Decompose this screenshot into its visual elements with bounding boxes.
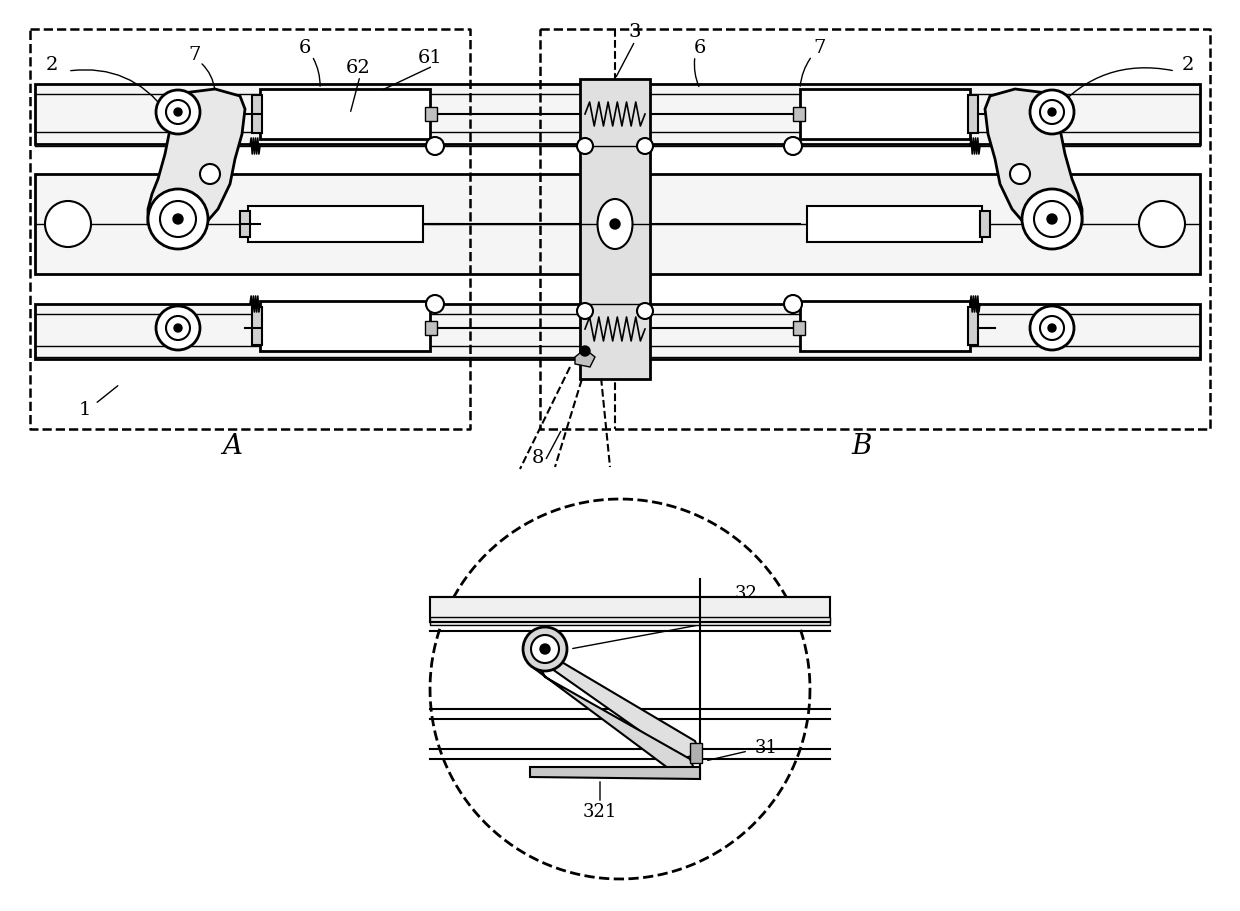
Bar xyxy=(35,304,1200,360)
Circle shape xyxy=(531,635,559,663)
Bar xyxy=(800,90,970,140)
Circle shape xyxy=(1040,317,1064,341)
Text: 322: 322 xyxy=(693,598,727,615)
Circle shape xyxy=(1048,109,1056,117)
Circle shape xyxy=(1034,201,1070,238)
Circle shape xyxy=(166,317,190,341)
Circle shape xyxy=(200,165,219,185)
Circle shape xyxy=(523,628,567,671)
Bar xyxy=(968,308,978,345)
Circle shape xyxy=(577,138,593,155)
Text: 7: 7 xyxy=(813,39,826,57)
Text: A: A xyxy=(222,433,242,460)
Bar xyxy=(260,90,430,140)
Bar xyxy=(580,80,650,380)
Polygon shape xyxy=(575,350,595,368)
Bar xyxy=(260,302,430,352)
Polygon shape xyxy=(529,644,701,759)
Text: 62: 62 xyxy=(346,59,371,77)
Polygon shape xyxy=(534,661,694,777)
Circle shape xyxy=(174,109,182,117)
Circle shape xyxy=(427,138,444,156)
Bar xyxy=(252,308,262,345)
Bar xyxy=(252,96,262,134)
Bar xyxy=(241,211,250,238)
Polygon shape xyxy=(985,90,1083,225)
Text: 8: 8 xyxy=(532,448,544,466)
Bar xyxy=(800,302,970,352)
Circle shape xyxy=(1048,324,1056,333)
Circle shape xyxy=(637,303,653,320)
Circle shape xyxy=(1030,307,1074,351)
Polygon shape xyxy=(148,90,246,225)
Text: 321: 321 xyxy=(583,802,618,820)
Bar xyxy=(430,618,830,625)
Circle shape xyxy=(577,303,593,320)
Bar xyxy=(968,96,978,134)
Bar xyxy=(794,107,805,122)
Circle shape xyxy=(539,644,551,654)
Bar xyxy=(689,743,702,763)
Circle shape xyxy=(160,201,196,238)
Circle shape xyxy=(784,296,802,313)
Circle shape xyxy=(784,138,802,156)
Circle shape xyxy=(166,101,190,125)
Text: 6: 6 xyxy=(694,39,707,57)
Circle shape xyxy=(1140,201,1185,248)
Text: 1: 1 xyxy=(79,401,92,418)
Circle shape xyxy=(1040,101,1064,125)
Text: 31: 31 xyxy=(755,738,777,756)
Text: 2: 2 xyxy=(1182,56,1194,74)
Bar xyxy=(35,175,1200,275)
Text: 61: 61 xyxy=(418,49,443,67)
Circle shape xyxy=(1047,215,1056,225)
Circle shape xyxy=(1011,165,1030,185)
Text: 2: 2 xyxy=(46,56,58,74)
Circle shape xyxy=(580,346,590,356)
Text: 3: 3 xyxy=(629,23,641,41)
Circle shape xyxy=(637,138,653,155)
Bar xyxy=(425,107,436,122)
Circle shape xyxy=(174,215,184,225)
Bar xyxy=(248,207,423,242)
Bar xyxy=(807,207,982,242)
Ellipse shape xyxy=(598,200,632,250)
Circle shape xyxy=(156,307,200,351)
Text: 321: 321 xyxy=(720,610,754,629)
Circle shape xyxy=(148,189,208,250)
Bar xyxy=(425,322,436,335)
Bar xyxy=(794,322,805,335)
Circle shape xyxy=(45,201,91,248)
Text: B: B xyxy=(852,433,872,460)
Text: 32: 32 xyxy=(735,584,758,602)
Circle shape xyxy=(427,296,444,313)
Bar xyxy=(980,211,990,238)
Polygon shape xyxy=(529,767,701,779)
Circle shape xyxy=(156,91,200,135)
Text: 7: 7 xyxy=(188,46,201,64)
Circle shape xyxy=(1030,91,1074,135)
Text: 6: 6 xyxy=(299,39,311,57)
Bar xyxy=(430,598,830,622)
Bar xyxy=(35,85,1200,145)
Circle shape xyxy=(1022,189,1083,250)
Circle shape xyxy=(174,324,182,333)
Circle shape xyxy=(610,220,620,230)
